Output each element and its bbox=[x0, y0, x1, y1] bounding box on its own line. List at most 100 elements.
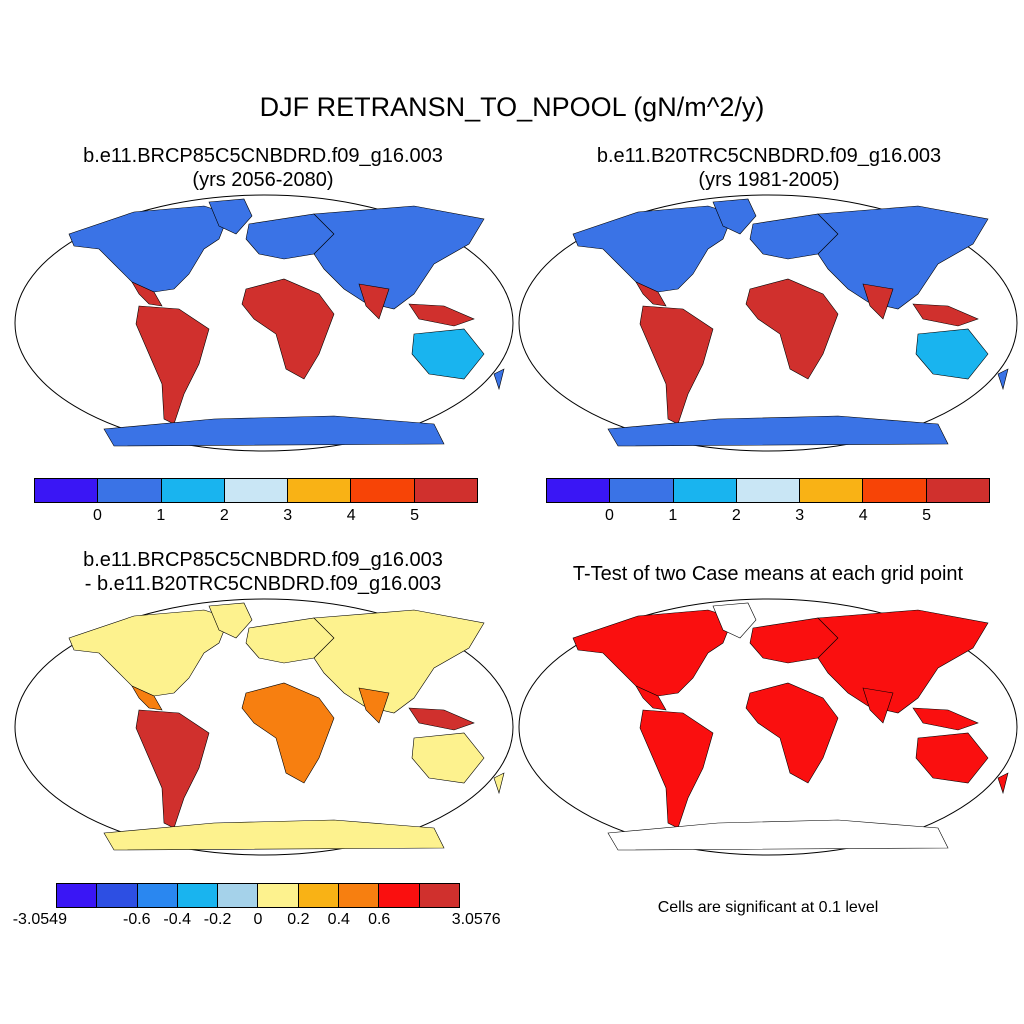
colorbar-tick-label: 0 bbox=[92, 507, 102, 524]
landmass-nz bbox=[997, 772, 1009, 795]
colorbar-swatch bbox=[379, 884, 420, 907]
landmass-australia bbox=[915, 732, 989, 784]
colorbar-swatch bbox=[298, 884, 340, 907]
colorbar-tick-label: 3 bbox=[283, 507, 293, 524]
landmass-antarctica bbox=[607, 415, 949, 447]
landmass-africa bbox=[241, 682, 335, 784]
landmass-greenland bbox=[208, 602, 253, 639]
colorbar-tick-label: 3.0576 bbox=[451, 911, 501, 928]
landmass-nz bbox=[997, 368, 1009, 391]
colorbar-2 bbox=[546, 478, 990, 503]
colorbar-swatch bbox=[35, 479, 99, 502]
colorbar-swatch bbox=[547, 479, 611, 502]
colorbar-swatch bbox=[610, 479, 674, 502]
colorbar-swatch bbox=[97, 884, 138, 907]
colorbar-3-labels: -3.0549 -0.6 -0.4 -0.2 0 0.2 0.4 0.6 3.0576 bbox=[13, 911, 501, 931]
landmass-seasia bbox=[408, 303, 475, 327]
colorbar-tick-label: 1 bbox=[668, 507, 678, 524]
colorbar-tick-label: 5 bbox=[410, 507, 420, 524]
panel-1-title: b.e11.BRCP85C5CNBDRD.f09_g16.003 (yrs 20… bbox=[22, 144, 504, 192]
landmass-asia bbox=[817, 609, 989, 714]
landmass-camerica bbox=[131, 281, 163, 307]
colorbar-tick-label: 0.2 bbox=[287, 911, 310, 928]
colorbar-swatch bbox=[419, 884, 459, 907]
landmass-seasia bbox=[408, 707, 475, 731]
panel-2-title-line1: b.e11.B20TRC5CNBDRD.f09_g16.003 bbox=[596, 145, 942, 167]
landmass-namerica bbox=[572, 205, 734, 293]
landmass-asia bbox=[817, 205, 989, 310]
colorbar-tick-label: 0.6 bbox=[368, 911, 391, 928]
colorbar-tick-label: 4 bbox=[858, 507, 868, 524]
colorbar-swatch bbox=[177, 884, 219, 907]
landmass-camerica bbox=[635, 281, 667, 307]
colorbar-2-labels: 0 1 2 3 4 5 bbox=[546, 507, 990, 527]
colorbar-swatch bbox=[800, 479, 864, 502]
colorbar-tick-label: -0.2 bbox=[203, 911, 232, 928]
landmass-india bbox=[358, 283, 390, 320]
landmass-seasia bbox=[912, 707, 979, 731]
colorbar-swatch bbox=[161, 479, 225, 502]
colorbar-swatch bbox=[414, 479, 477, 502]
landmass-africa bbox=[745, 682, 839, 784]
panel-3-title-line1: b.e11.BRCP85C5CNBDRD.f09_g16.003 bbox=[83, 549, 443, 571]
landmass-india bbox=[358, 687, 390, 724]
colorbar-swatch bbox=[736, 479, 801, 502]
landmass-asia bbox=[313, 205, 485, 310]
landmass-greenland bbox=[712, 198, 757, 235]
colorbar-swatch bbox=[137, 884, 178, 907]
landmass-nz bbox=[493, 772, 505, 795]
map-panel-4 bbox=[518, 598, 1018, 856]
landmass-india bbox=[862, 687, 894, 724]
colorbar-tick-label: 4 bbox=[346, 507, 356, 524]
landmass-africa bbox=[241, 278, 335, 380]
colorbar-swatch bbox=[224, 479, 289, 502]
colorbar-tick-label: 2 bbox=[219, 507, 229, 524]
landmass-india bbox=[862, 283, 894, 320]
colorbar-tick-label: -0.6 bbox=[123, 911, 151, 928]
landmass-camerica bbox=[635, 685, 667, 711]
colorbar-tick-label: 1 bbox=[156, 507, 166, 524]
colorbar-1 bbox=[34, 478, 478, 503]
colorbar-swatch bbox=[351, 479, 415, 502]
panel-4-title: T-Test of two Case means at each grid po… bbox=[518, 562, 1018, 586]
panel-3-title-line2: - b.e11.B20TRC5CNBDRD.f09_g16.003 bbox=[84, 573, 442, 595]
colorbar-3 bbox=[56, 883, 460, 908]
colorbar-tick-label: 3 bbox=[795, 507, 805, 524]
panel-1-title-line1: b.e11.BRCP85C5CNBDRD.f09_g16.003 bbox=[83, 145, 443, 167]
colorbar-tick-label: -0.4 bbox=[163, 911, 191, 928]
colorbar-swatch bbox=[863, 479, 927, 502]
landmass-greenland bbox=[208, 198, 253, 235]
landmass-antarctica bbox=[607, 819, 949, 851]
colorbar-tick-label: 0 bbox=[604, 507, 614, 524]
colorbar-swatch bbox=[288, 479, 352, 502]
colorbar-1-labels: 0 1 2 3 4 5 bbox=[34, 507, 478, 527]
landmass-greenland bbox=[712, 602, 757, 639]
landmass-antarctica bbox=[103, 819, 445, 851]
landmass-australia bbox=[411, 732, 485, 784]
colorbar-tick-label: 2 bbox=[731, 507, 741, 524]
map-panel-3 bbox=[14, 598, 514, 856]
colorbar-tick-label: 0 bbox=[253, 911, 263, 928]
colorbar-swatch bbox=[926, 479, 989, 502]
colorbar-swatch bbox=[57, 884, 98, 907]
panel-1-title-line2: (yrs 2056-2080) bbox=[192, 169, 334, 191]
landmass-seasia bbox=[912, 303, 979, 327]
panel-2-title: b.e11.B20TRC5CNBDRD.f09_g16.003 (yrs 198… bbox=[528, 144, 1010, 192]
colorbar-swatch bbox=[339, 884, 380, 907]
significance-note: Cells are significant at 0.1 level bbox=[657, 899, 879, 916]
landmass-asia bbox=[313, 609, 485, 714]
colorbar-tick-label: 5 bbox=[922, 507, 932, 524]
landmass-namerica bbox=[68, 205, 230, 293]
landmass-australia bbox=[915, 328, 989, 380]
landmass-australia bbox=[411, 328, 485, 380]
landmass-namerica bbox=[68, 609, 230, 697]
figure-title: DJF RETRANSN_TO_NPOOL (gN/m^2/y) bbox=[259, 92, 765, 122]
map-panel-1 bbox=[14, 194, 514, 452]
panel-3-title: b.e11.BRCP85C5CNBDRD.f09_g16.003 - b.e11… bbox=[22, 548, 504, 596]
landmass-africa bbox=[745, 278, 839, 380]
landmass-antarctica bbox=[103, 415, 445, 447]
colorbar-tick-label: 0.4 bbox=[327, 911, 350, 928]
colorbar-tick-label: -3.0549 bbox=[12, 911, 67, 928]
colorbar-swatch bbox=[98, 479, 162, 502]
landmass-camerica bbox=[131, 685, 163, 711]
